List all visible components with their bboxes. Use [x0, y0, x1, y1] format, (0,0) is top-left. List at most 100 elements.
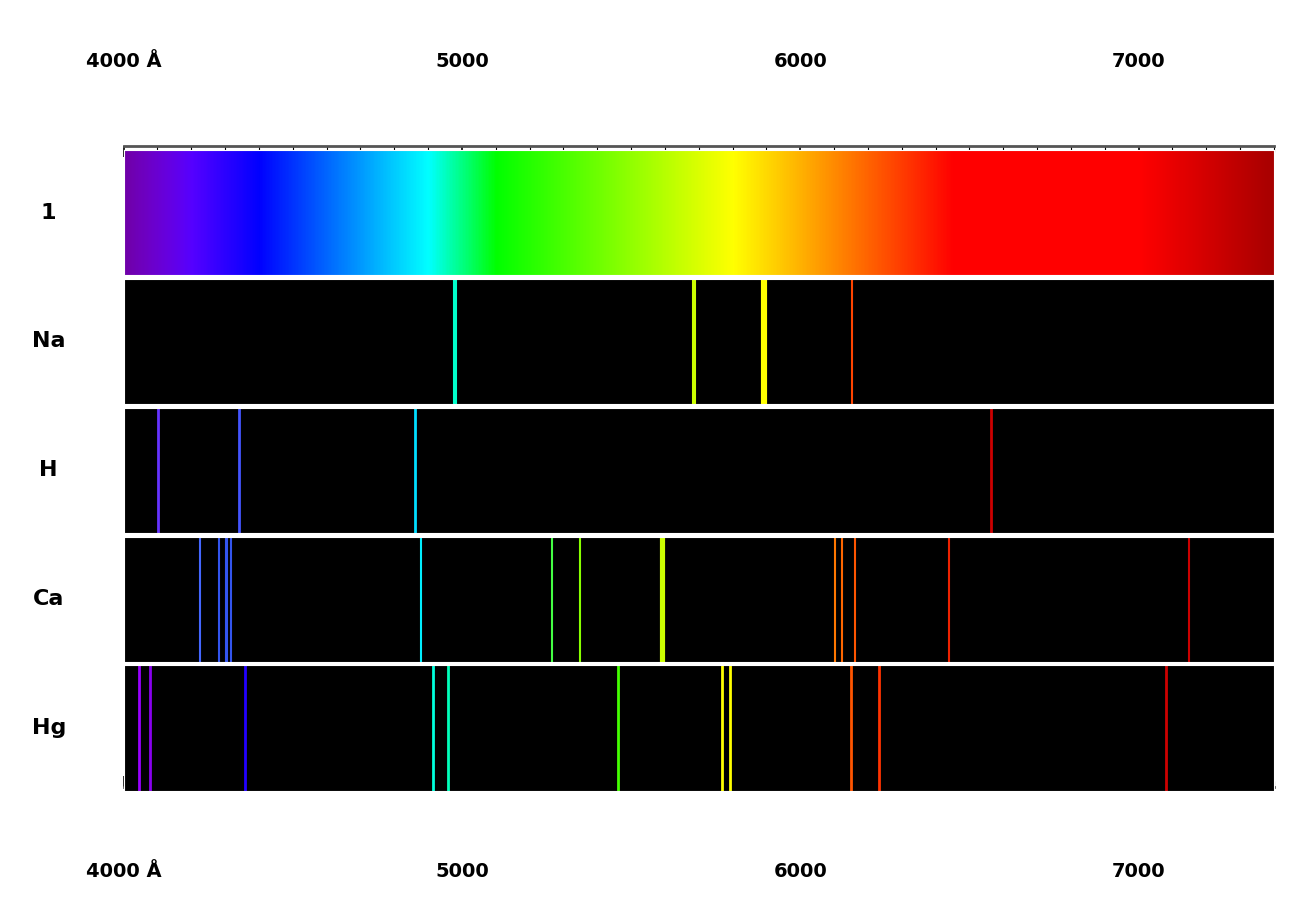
Bar — [511, 150, 512, 275]
Bar — [708, 150, 710, 275]
Bar — [1136, 150, 1138, 275]
Bar — [156, 150, 159, 275]
Bar — [524, 150, 525, 275]
Bar — [244, 150, 246, 275]
Bar — [711, 150, 712, 275]
Bar — [714, 150, 715, 275]
Bar — [1039, 150, 1041, 275]
Bar — [400, 150, 402, 275]
Bar — [655, 150, 656, 275]
Bar — [763, 150, 764, 275]
Bar — [499, 150, 500, 275]
Bar — [881, 150, 883, 275]
Bar — [356, 150, 359, 275]
Bar — [619, 150, 620, 275]
Bar — [286, 150, 287, 275]
Bar — [1061, 150, 1062, 275]
Bar — [1192, 150, 1193, 275]
Bar — [1218, 150, 1219, 275]
Bar — [916, 150, 918, 275]
Bar — [1036, 150, 1037, 275]
Bar — [1264, 150, 1265, 275]
Bar — [615, 150, 616, 275]
Bar — [160, 150, 161, 275]
Bar — [793, 150, 794, 275]
Bar — [771, 150, 774, 275]
Bar — [950, 150, 952, 275]
Bar — [361, 150, 363, 275]
Bar — [1030, 150, 1031, 275]
Bar — [1006, 150, 1008, 275]
Bar — [1252, 150, 1253, 275]
Bar — [369, 150, 372, 275]
Bar — [263, 150, 265, 275]
Bar — [227, 150, 229, 275]
Bar — [1078, 150, 1079, 275]
Bar — [1071, 150, 1072, 275]
Bar — [1231, 150, 1232, 275]
Bar — [300, 150, 302, 275]
Bar — [1098, 150, 1100, 275]
Bar — [254, 150, 255, 275]
Bar — [546, 150, 547, 275]
Bar — [1204, 150, 1205, 275]
Bar — [526, 150, 528, 275]
Bar — [659, 150, 660, 275]
Bar — [482, 150, 484, 275]
Bar — [164, 150, 165, 275]
Text: Ca: Ca — [32, 589, 65, 609]
Bar — [824, 150, 827, 275]
Bar — [556, 150, 559, 275]
Bar — [802, 150, 803, 275]
Bar — [230, 150, 231, 275]
Bar — [307, 150, 308, 275]
Bar — [410, 150, 412, 275]
Bar — [1176, 150, 1178, 275]
Bar — [562, 150, 563, 275]
Bar — [696, 150, 697, 275]
Bar — [745, 150, 748, 275]
Bar — [1150, 150, 1152, 275]
Bar — [616, 150, 617, 275]
Bar — [1096, 150, 1097, 275]
Bar — [896, 150, 897, 275]
Bar — [658, 150, 659, 275]
Bar — [514, 150, 515, 275]
Bar — [533, 150, 534, 275]
Bar — [594, 150, 595, 275]
Bar — [754, 150, 755, 275]
Bar — [715, 150, 716, 275]
Bar — [731, 150, 733, 275]
Bar — [354, 150, 355, 275]
Bar — [705, 150, 707, 275]
Bar — [1088, 150, 1089, 275]
Bar — [422, 150, 424, 275]
Bar — [670, 150, 671, 275]
Bar — [697, 150, 698, 275]
Bar — [653, 150, 654, 275]
Bar — [599, 150, 601, 275]
Bar — [485, 150, 486, 275]
Bar — [1109, 150, 1110, 275]
Bar — [1002, 150, 1004, 275]
Bar — [325, 150, 326, 275]
Bar — [878, 150, 880, 275]
Bar — [693, 150, 694, 275]
Bar — [330, 150, 333, 275]
Bar — [178, 150, 179, 275]
Bar — [829, 150, 831, 275]
Bar — [790, 150, 792, 275]
Bar — [203, 150, 204, 275]
Bar — [974, 150, 975, 275]
Bar — [1271, 150, 1273, 275]
Bar — [777, 150, 779, 275]
Bar — [1141, 150, 1143, 275]
Bar — [1143, 150, 1144, 275]
Bar — [316, 150, 318, 275]
Bar — [852, 150, 854, 275]
Bar — [252, 150, 254, 275]
Bar — [373, 150, 374, 275]
Bar — [204, 150, 205, 275]
Bar — [907, 150, 909, 275]
Bar — [1104, 150, 1105, 275]
